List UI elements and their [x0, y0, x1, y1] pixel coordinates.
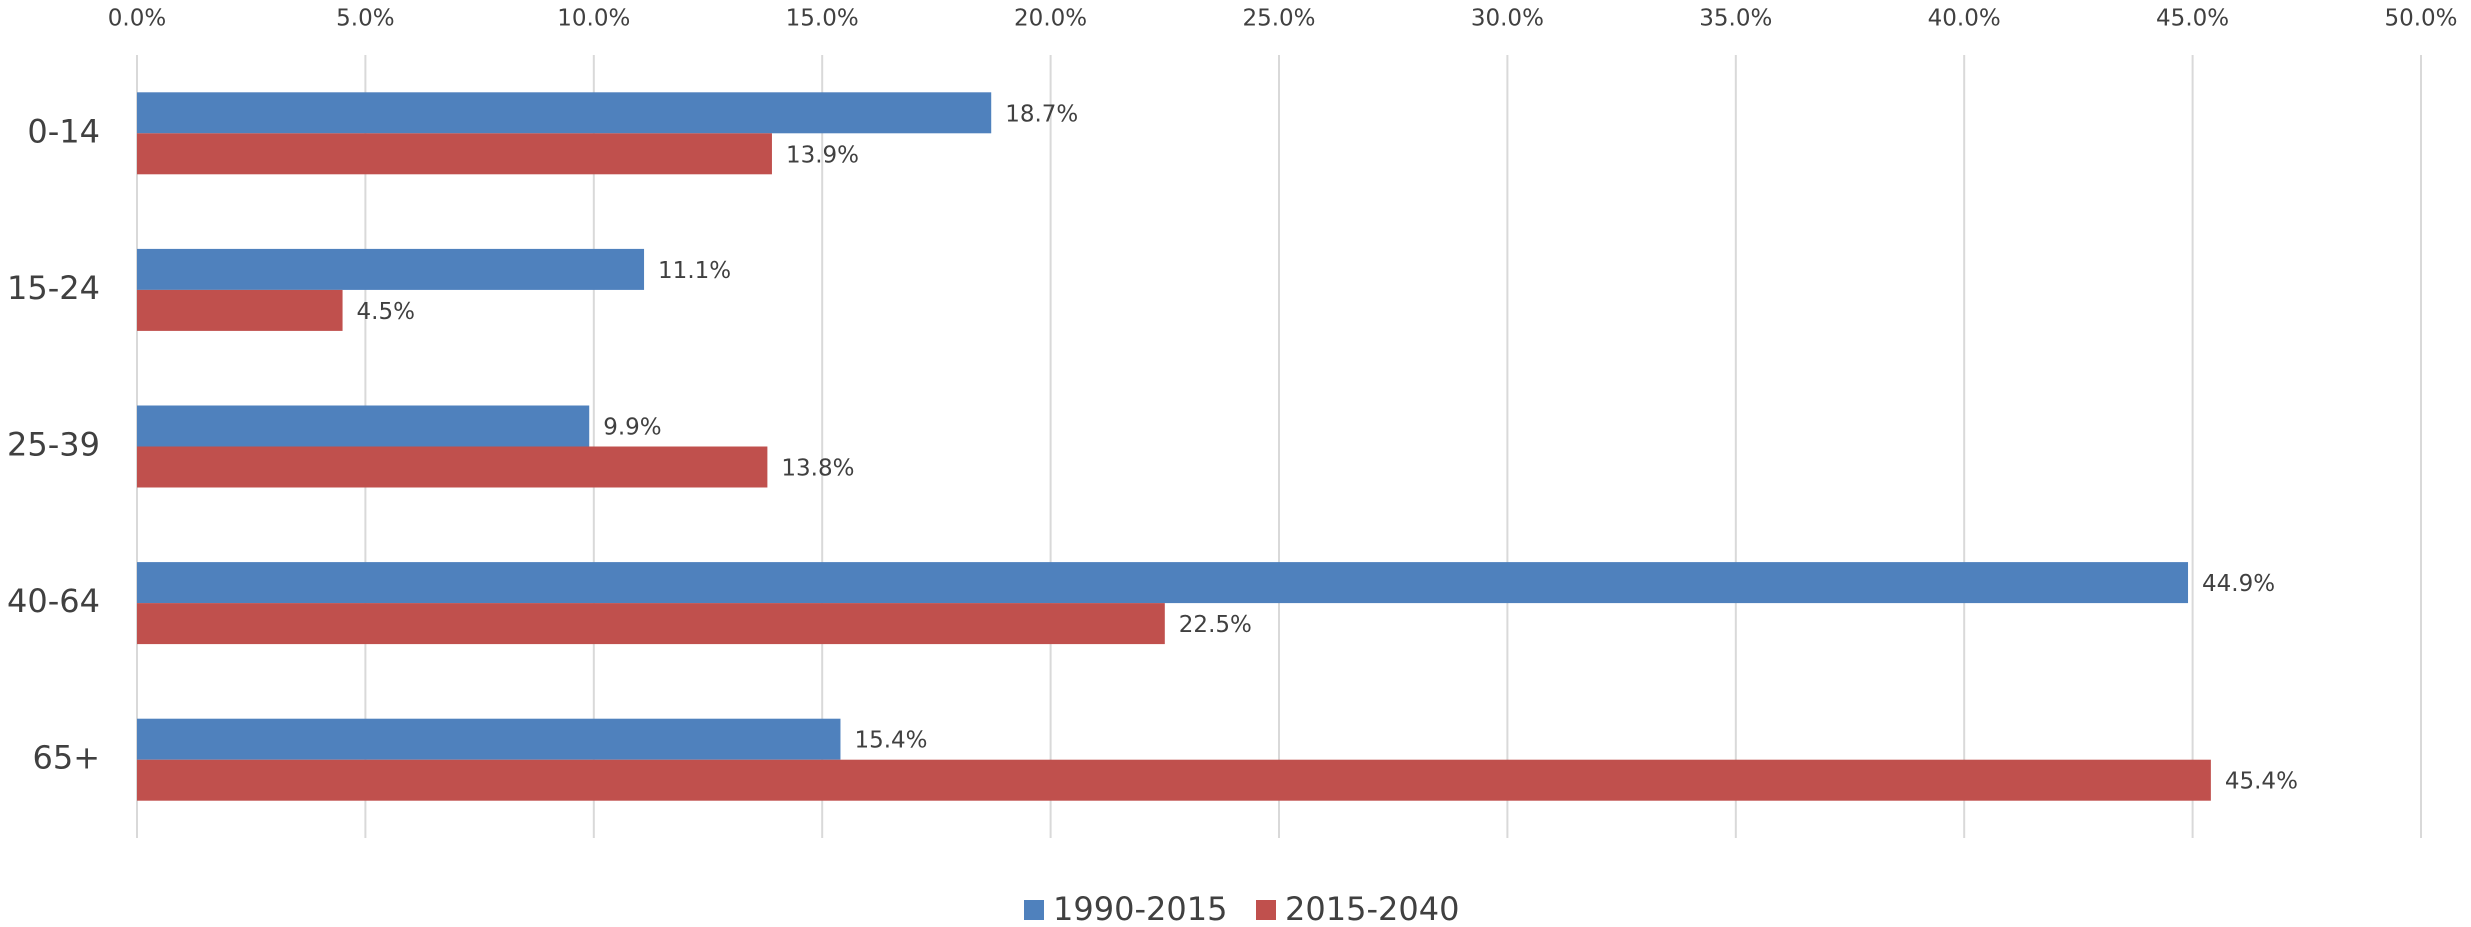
- legend-swatch: [1256, 900, 1276, 920]
- data-label: 44.9%: [2202, 571, 2275, 597]
- x-tick-label: 15.0%: [786, 6, 859, 32]
- y-tick-label: 15-24: [7, 269, 100, 307]
- y-tick-label: 0-14: [27, 112, 100, 150]
- bar: [137, 289, 343, 331]
- data-label: 22.5%: [1179, 612, 1252, 638]
- y-tick-label: 65+: [32, 739, 100, 777]
- bar: [137, 759, 2211, 801]
- data-label: 45.4%: [2225, 769, 2298, 795]
- data-label: 11.1%: [658, 258, 731, 284]
- bar: [137, 446, 768, 488]
- bar: [137, 92, 992, 134]
- bar: [137, 562, 2189, 604]
- legend-label: 2015-2040: [1285, 890, 1459, 927]
- x-tick-label: 30.0%: [1471, 6, 1544, 32]
- legend-label: 1990-2015: [1053, 890, 1227, 927]
- y-tick-label: 40-64: [7, 582, 100, 620]
- x-tick-label: 50.0%: [2384, 6, 2457, 32]
- bar: [137, 603, 1165, 645]
- data-label: 15.4%: [854, 728, 927, 754]
- x-tick-label: 20.0%: [1014, 6, 1087, 32]
- x-tick-label: 25.0%: [1242, 6, 1315, 32]
- x-tick-label: 0.0%: [108, 6, 166, 32]
- legend-swatch: [1024, 900, 1044, 920]
- x-tick-label: 40.0%: [1928, 6, 2001, 32]
- x-tick-label: 5.0%: [336, 6, 394, 32]
- data-label: 13.8%: [781, 456, 854, 482]
- data-label: 4.5%: [357, 299, 415, 325]
- y-tick-label: 25-39: [7, 426, 100, 464]
- data-label: 18.7%: [1005, 101, 1078, 127]
- bar: [137, 133, 772, 175]
- data-label: 9.9%: [603, 415, 661, 441]
- x-tick-label: 10.0%: [557, 6, 630, 32]
- bar: [137, 405, 590, 447]
- x-tick-label: 45.0%: [2156, 6, 2229, 32]
- data-label: 13.9%: [786, 142, 859, 168]
- bar: [137, 248, 645, 290]
- bar: [137, 718, 841, 760]
- x-tick-label: 35.0%: [1699, 6, 1772, 32]
